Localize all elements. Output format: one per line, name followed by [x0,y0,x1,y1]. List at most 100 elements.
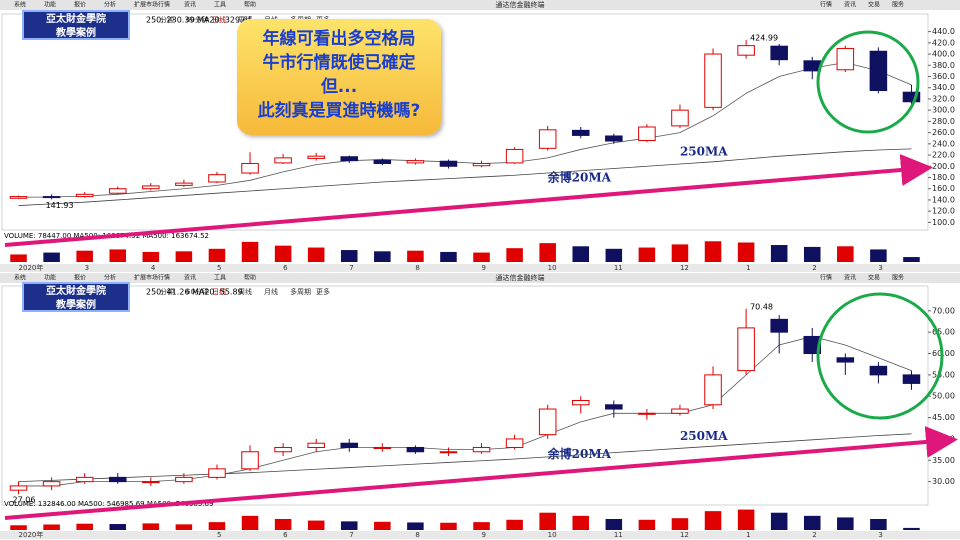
toolbar-item: 资讯 [184,1,196,9]
volume-bar [605,248,623,262]
y-tick-label: 65.00 [932,328,955,337]
volume-bar [109,249,127,262]
volume-bar [274,245,292,262]
volume-bar [440,522,457,530]
annotation-line: 但... [320,77,358,97]
volume-header: VOLUME: 78447.00 MA500: 163674.52 MA500:… [4,232,209,240]
volume-bar [671,244,689,262]
y-tick-label: 50.00 [932,392,955,401]
volume-bar [307,520,325,530]
candle-body [406,160,425,164]
candle-body [373,446,392,449]
x-tick-label: 2 [812,264,816,272]
volume-bar [870,249,887,262]
annotation-box: 年線可看出多空格局 牛市行情既使已確定 但... 此刻真是買進時機嗎? [237,19,441,135]
candle-body [75,476,94,483]
volume-bar [605,519,623,530]
volume-bar [10,254,27,262]
price-panel [1,285,929,506]
candle-body [836,357,855,363]
volume-bar [142,251,160,262]
period-tab: 周线 [238,287,252,296]
candle-body [241,451,259,470]
y-tick-label: 280.0 [932,117,955,126]
x-tick-label: 1 [746,531,750,539]
x-tick-label: 11 [614,531,623,539]
candle-body [869,365,888,376]
toolbar-item: 功能 [44,1,56,9]
ma-label: 250MA [680,145,728,159]
candle-body [605,404,623,410]
period-tab: 分钟 [160,15,174,24]
volume-bar [903,257,920,262]
toolbar-bg [0,273,960,283]
candle-body [704,374,722,406]
candle-body [638,126,656,141]
toolbar-item: 交易 [868,1,880,9]
candle-body [142,185,160,190]
x-tick-label: 2020年 [19,530,44,539]
ma-header: 250: 230.39 MA20: 329.65 [146,16,253,25]
toolbar-item: 系统 [14,274,26,282]
x-tick-label: 11 [614,264,623,272]
candle-body [737,45,755,56]
x-tick-label: 10 [548,264,557,272]
candle-body [175,476,193,483]
x-tick-label: 6 [283,531,288,539]
candle-body [571,129,590,136]
candle-body [9,485,28,491]
x-tick-label: 3 [85,264,89,272]
candle-body [340,442,359,448]
x-tick-label: 2020年 [19,263,44,272]
volume-bar [671,518,689,530]
volume-bar [43,252,60,262]
candle-body [737,327,755,372]
candle-body [340,156,359,162]
y-tick-label: 440.0 [932,27,955,36]
candle-body [42,481,61,487]
candle-body [439,451,458,454]
volume-bar [10,525,27,530]
candle-body [108,188,127,194]
candle-body [472,446,491,453]
volume-bar [76,250,93,262]
candle-body [538,408,557,436]
volume-bar [340,250,358,262]
y-tick-label: 55.00 [932,370,955,379]
volume-bar [539,512,556,530]
volume-bar [737,242,755,262]
candle-body [108,476,127,483]
y-tick-label: 420.0 [932,38,955,47]
period-tab: 日线 [212,287,226,296]
volume-bar [903,527,920,530]
candle-body [472,162,491,167]
y-tick-label: 70.00 [932,306,955,315]
candle-body [439,160,458,167]
period-tab: 更多 [316,287,330,296]
volume-bar [638,519,656,530]
x-tick-label: 3 [878,264,882,272]
volume-bar [803,246,821,262]
volume-bar [539,243,556,262]
x-tick-label: 9 [482,264,486,272]
volume-bar [837,246,854,262]
period-tab: 60分钟 [186,15,209,24]
annotation-line: 年線可看出多空格局 [262,29,416,49]
candle-body [307,155,325,159]
toolbar-item: 资讯 [844,1,856,9]
x-tick-label: 1 [746,264,750,272]
toolbar-bg [0,0,960,10]
volume-bar [208,522,226,530]
period-tab: 日线 [212,15,226,24]
toolbar-item: 资讯 [844,274,856,282]
volume-bar [43,524,60,530]
x-tick-label: 10 [548,531,557,539]
toolbar-item: 行情 [820,274,832,282]
toolbar-item: 分析 [104,274,116,282]
volume-bar [770,245,788,262]
candle-body [638,412,656,415]
candle-body [704,53,722,108]
candle-body [571,400,590,406]
